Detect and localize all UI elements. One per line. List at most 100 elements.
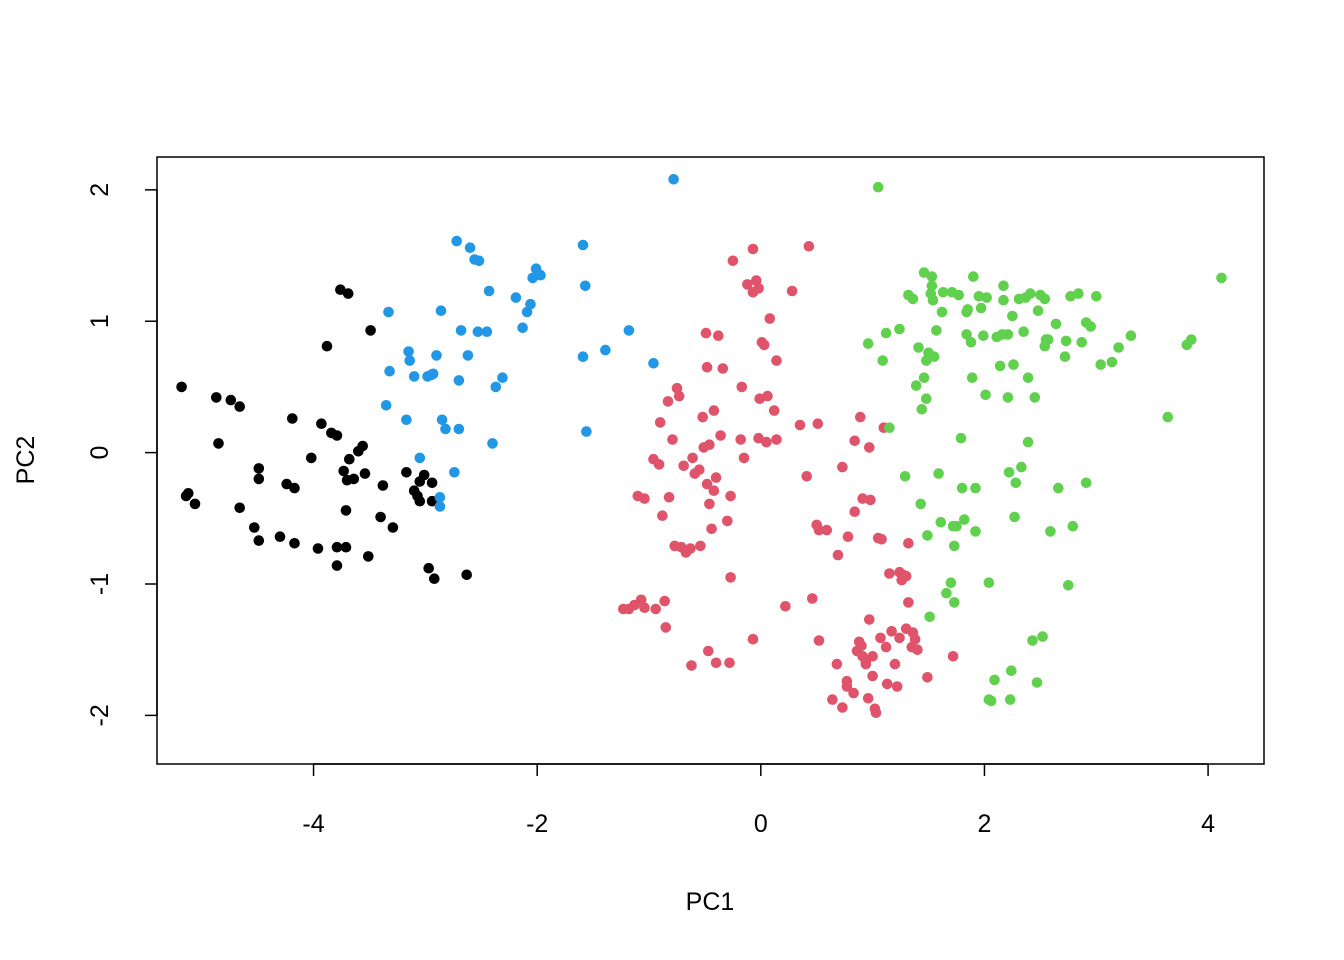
data-point: [981, 292, 992, 303]
data-point: [727, 255, 739, 267]
data-point: [916, 404, 928, 415]
x-axis-label: PC1: [686, 888, 735, 916]
data-point: [922, 672, 933, 683]
data-point: [931, 325, 942, 336]
data-point: [841, 675, 853, 687]
data-point: [344, 453, 355, 465]
data-point: [434, 492, 446, 503]
data-point: [414, 452, 426, 464]
data-point: [668, 174, 679, 185]
data-point: [875, 632, 886, 644]
data-point: [387, 522, 399, 533]
data-point: [710, 657, 722, 669]
data-point: [440, 423, 451, 435]
data-point: [907, 293, 919, 305]
data-point: [837, 461, 848, 473]
data-point: [490, 381, 502, 393]
data-point: [710, 472, 722, 483]
data-point: [780, 601, 791, 612]
data-point: [926, 271, 938, 282]
data-point: [577, 351, 589, 363]
data-point: [694, 464, 705, 476]
data-point: [1113, 342, 1124, 353]
data-point: [1045, 526, 1056, 537]
data-point: [577, 239, 589, 251]
data-point: [872, 181, 884, 193]
data-point: [701, 478, 713, 490]
y-axis: -2 -1 0 1 2: [86, 183, 158, 727]
data-point: [832, 549, 844, 561]
data-point: [926, 280, 938, 292]
data-point: [213, 438, 224, 449]
data-point: [289, 538, 300, 549]
x-tick-label: -2: [526, 810, 548, 838]
data-point: [663, 492, 675, 503]
data-point: [363, 551, 374, 562]
data-point: [903, 538, 914, 549]
data-point: [928, 351, 940, 363]
data-point: [431, 350, 442, 361]
data-point: [253, 535, 265, 546]
data-point: [435, 305, 447, 317]
data-point: [801, 471, 812, 482]
data-point: [429, 573, 440, 584]
data-point: [912, 644, 923, 655]
y-tick-label: 0: [86, 446, 114, 460]
data-point: [481, 326, 493, 338]
data-point: [747, 243, 759, 255]
data-point: [894, 632, 905, 644]
data-point: [715, 430, 726, 441]
data-point: [686, 660, 697, 671]
data-point: [922, 530, 933, 541]
data-point: [1039, 293, 1051, 305]
data-point: [827, 694, 838, 705]
data-point: [849, 435, 860, 447]
data-point: [867, 651, 878, 662]
data-point: [701, 361, 713, 373]
data-point: [462, 350, 474, 361]
data-point: [870, 707, 882, 719]
data-point: [860, 658, 872, 670]
data-point: [312, 543, 324, 554]
data-point: [794, 419, 806, 431]
data-point: [234, 502, 245, 514]
data-point: [910, 380, 922, 391]
data-point: [1009, 511, 1020, 523]
data-point: [581, 426, 592, 437]
data-point: [653, 459, 665, 470]
data-point: [704, 439, 715, 451]
data-point: [517, 322, 528, 334]
data-point: [761, 436, 772, 448]
y-tick-label: 2: [86, 183, 114, 197]
data-point: [375, 511, 386, 523]
data-point: [889, 658, 901, 670]
data-point: [941, 587, 952, 599]
data-point: [287, 413, 298, 424]
data-point: [348, 473, 360, 485]
data-point: [434, 501, 446, 512]
data-point: [338, 465, 350, 477]
data-point: [1004, 694, 1016, 705]
data-point: [724, 657, 735, 669]
y-tick-label: -2: [86, 704, 114, 726]
data-point: [357, 440, 369, 452]
data-point: [983, 577, 995, 588]
data-point: [708, 485, 720, 497]
data-point: [978, 330, 989, 342]
data-point: [933, 468, 944, 479]
data-point: [497, 372, 508, 384]
y-tick-label: 1: [86, 314, 114, 328]
data-point: [654, 417, 666, 428]
data-point: [1050, 318, 1062, 330]
data-point: [842, 531, 854, 542]
data-point: [953, 289, 964, 301]
data-point: [1025, 288, 1036, 299]
data-point: [998, 280, 1009, 292]
x-axis: -4 -2 0 2 4: [302, 763, 1215, 838]
data-point: [1076, 337, 1087, 348]
data-point: [959, 514, 970, 525]
data-point: [725, 490, 736, 502]
x-tick-label: 2: [978, 810, 992, 838]
data-point: [436, 414, 448, 426]
data-point: [970, 526, 981, 537]
